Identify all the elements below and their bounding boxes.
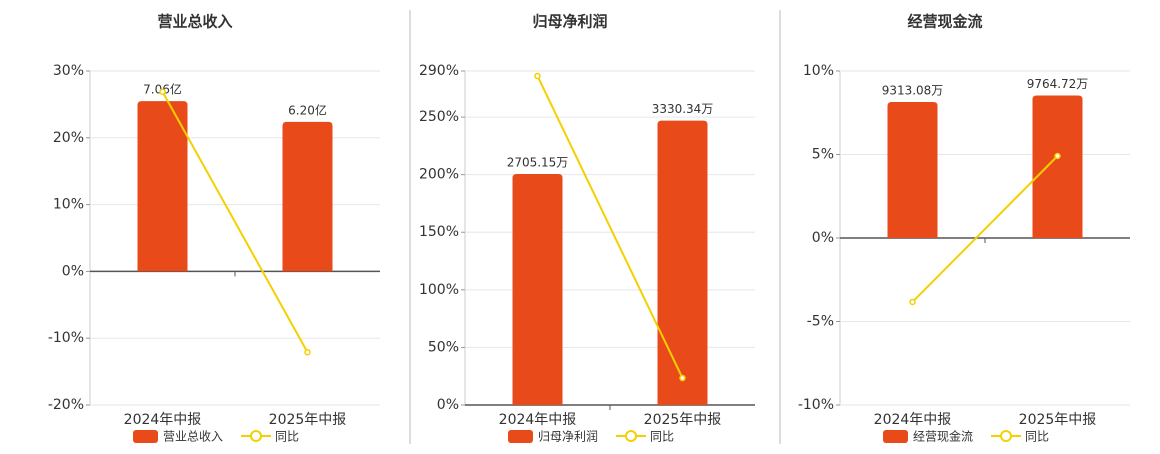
y-tick-label: -10% [48,330,84,346]
y-tick-label: 10% [803,63,834,79]
legend-icon [1000,430,1012,442]
bar [137,101,188,272]
data-label: 6.20亿 [288,102,327,117]
legend-icon [250,430,262,442]
chart-title: 经营现金流 [907,13,982,31]
bar [512,173,563,405]
line-marker [304,348,311,356]
legend-label: 同比 [1025,430,1049,444]
y-tick-label: 0% [62,263,84,279]
data-label: 9764.72万 [1027,77,1089,91]
line [161,91,309,353]
y-tick-label: 200% [419,167,459,183]
bar [657,120,708,406]
y-tick-label: 250% [419,109,459,125]
line [536,75,684,379]
legend-icon [508,430,533,443]
y-tick-label: 5% [812,147,834,163]
x-tick-label: 2024年中报 [874,412,952,428]
bar [1032,95,1083,239]
y-tick-label: 10% [53,197,84,213]
y-tick-label: 20% [53,130,84,146]
y-tick-label: 100% [419,282,459,298]
y-tick-label: 30% [53,63,84,79]
line [911,155,1059,303]
legend-label: 同比 [650,430,674,444]
chart-title: 归母净利润 [532,13,607,31]
line-marker [1054,152,1061,160]
data-label: 9313.08万 [882,84,944,98]
x-tick-label: 2025年中报 [644,412,722,428]
x-tick-label: 2025年中报 [269,412,347,428]
y-tick-label: -20% [48,397,84,413]
legend-icon [133,430,158,443]
bar [282,121,333,272]
legend-label: 同比 [275,430,299,444]
data-label: 2705.15万 [507,155,569,169]
y-tick-label: -10% [798,397,834,413]
y-tick-label: 290% [419,63,459,79]
x-tick-label: 2024年中报 [499,412,577,428]
data-label: 3330.34万 [652,102,714,116]
line-marker [159,88,166,95]
legend-label: 经营现金流 [913,429,973,444]
legend-icon [625,430,637,442]
y-tick-label: 0% [812,230,834,246]
legend-label: 归母净利润 [538,430,598,444]
bar [887,102,938,238]
line-marker [909,298,916,306]
legend-icon [883,430,908,443]
line-marker [679,374,686,382]
y-tick-label: 150% [419,224,459,240]
chart-title: 营业总收入 [157,13,232,31]
x-tick-label: 2025年中报 [1019,412,1097,428]
legend-label: 营业总收入 [163,430,223,444]
y-tick-label: -5% [807,314,834,330]
y-tick-label: 50% [428,339,459,355]
line-marker [534,72,541,80]
x-tick-label: 2024年中报 [124,412,202,428]
y-tick-label: 0% [437,397,459,413]
